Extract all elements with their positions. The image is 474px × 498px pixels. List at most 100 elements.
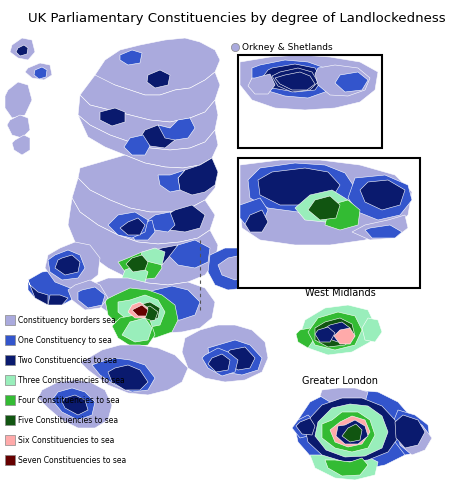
Polygon shape <box>52 388 95 420</box>
Polygon shape <box>365 225 402 238</box>
Polygon shape <box>395 415 425 448</box>
Polygon shape <box>138 286 200 320</box>
Polygon shape <box>105 288 178 338</box>
Text: UK Parliamentary Constituencies by degree of Landlockedness: UK Parliamentary Constituencies by degre… <box>28 12 446 25</box>
Polygon shape <box>218 255 252 280</box>
Bar <box>238 158 420 288</box>
Polygon shape <box>325 322 350 342</box>
Polygon shape <box>202 348 238 376</box>
Polygon shape <box>330 416 370 447</box>
Polygon shape <box>292 415 315 438</box>
Polygon shape <box>325 200 360 230</box>
Text: West Midlands: West Midlands <box>305 288 376 298</box>
Polygon shape <box>158 170 185 192</box>
Polygon shape <box>68 198 218 285</box>
Polygon shape <box>240 160 412 245</box>
Polygon shape <box>128 220 155 240</box>
Polygon shape <box>182 325 268 382</box>
Text: Two Constituencies to sea: Two Constituencies to sea <box>18 356 117 365</box>
Polygon shape <box>308 196 340 220</box>
Polygon shape <box>95 38 220 95</box>
Point <box>231 43 239 51</box>
Polygon shape <box>140 248 165 265</box>
Polygon shape <box>168 240 210 268</box>
Text: One Constituency to sea: One Constituency to sea <box>18 336 112 345</box>
Bar <box>238 55 382 148</box>
Polygon shape <box>362 318 382 342</box>
Polygon shape <box>162 205 205 232</box>
Polygon shape <box>112 315 155 347</box>
Polygon shape <box>320 388 368 404</box>
Polygon shape <box>300 305 375 355</box>
Polygon shape <box>262 64 322 92</box>
Polygon shape <box>398 420 432 455</box>
Polygon shape <box>315 65 370 96</box>
Polygon shape <box>392 410 430 455</box>
Text: Greater London: Greater London <box>302 376 378 386</box>
Polygon shape <box>245 210 268 232</box>
Polygon shape <box>28 270 78 305</box>
Polygon shape <box>295 390 415 470</box>
Polygon shape <box>80 345 188 395</box>
Polygon shape <box>128 302 148 318</box>
Text: Three Constituencies to sea: Three Constituencies to sea <box>18 375 125 384</box>
Polygon shape <box>248 163 355 212</box>
Polygon shape <box>148 212 175 232</box>
Polygon shape <box>315 318 355 347</box>
Bar <box>5 455 15 465</box>
Polygon shape <box>80 72 220 122</box>
Polygon shape <box>315 327 335 342</box>
Polygon shape <box>140 125 175 148</box>
Text: Constituency borders sea: Constituency borders sea <box>18 316 116 325</box>
Polygon shape <box>55 255 80 275</box>
Polygon shape <box>120 218 145 235</box>
Polygon shape <box>122 318 152 342</box>
Polygon shape <box>240 198 268 228</box>
Polygon shape <box>122 265 148 284</box>
Polygon shape <box>68 280 108 310</box>
Polygon shape <box>336 420 368 444</box>
Bar <box>5 335 15 345</box>
Polygon shape <box>118 252 162 280</box>
Polygon shape <box>208 248 262 290</box>
Polygon shape <box>208 340 262 375</box>
Polygon shape <box>45 242 100 288</box>
Polygon shape <box>16 45 28 56</box>
Polygon shape <box>48 295 68 305</box>
Polygon shape <box>7 115 30 138</box>
Polygon shape <box>28 280 48 305</box>
Polygon shape <box>108 212 148 238</box>
Polygon shape <box>208 354 230 372</box>
Polygon shape <box>258 168 340 205</box>
Text: Six Constituencies to sea: Six Constituencies to sea <box>18 435 114 445</box>
Polygon shape <box>325 458 368 476</box>
Polygon shape <box>275 72 315 90</box>
Polygon shape <box>126 255 148 272</box>
Polygon shape <box>296 328 315 348</box>
Bar <box>5 415 15 425</box>
Polygon shape <box>92 358 155 392</box>
Polygon shape <box>310 455 378 480</box>
Polygon shape <box>348 175 412 220</box>
Polygon shape <box>240 55 378 110</box>
Polygon shape <box>78 155 218 212</box>
Polygon shape <box>352 215 408 240</box>
Bar <box>295 388 468 488</box>
Bar <box>5 395 15 405</box>
Bar <box>5 355 15 365</box>
Polygon shape <box>225 347 255 370</box>
Polygon shape <box>5 82 32 118</box>
Polygon shape <box>78 115 218 168</box>
Polygon shape <box>78 287 105 308</box>
Polygon shape <box>308 312 362 350</box>
Polygon shape <box>360 180 405 210</box>
Bar <box>5 435 15 445</box>
Text: Four Constituencies to sea: Four Constituencies to sea <box>18 395 120 404</box>
Bar <box>238 158 420 288</box>
Polygon shape <box>120 50 142 65</box>
Polygon shape <box>335 72 368 92</box>
Polygon shape <box>48 250 85 280</box>
Polygon shape <box>12 135 30 155</box>
Polygon shape <box>130 302 160 322</box>
Polygon shape <box>108 365 148 390</box>
